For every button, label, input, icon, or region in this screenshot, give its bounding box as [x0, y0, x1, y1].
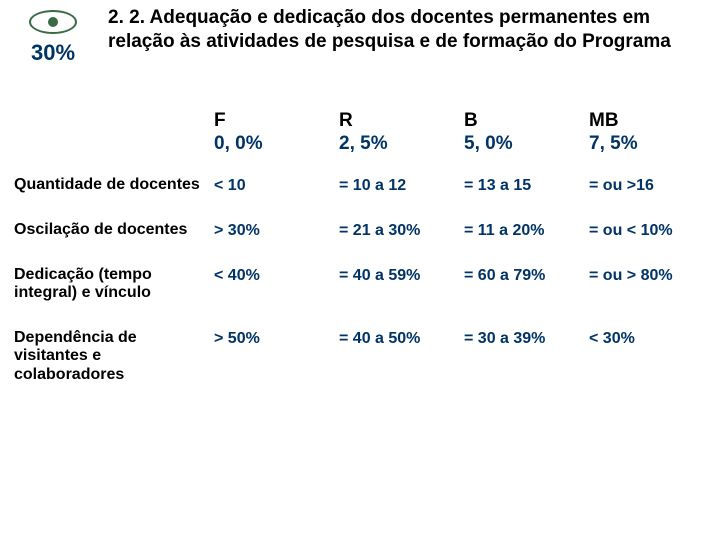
grade-weight: 2, 5%	[339, 133, 388, 154]
grade-weight: 0, 0%	[214, 133, 263, 154]
cell: < 10	[214, 176, 339, 195]
grade-letter: F	[214, 110, 226, 131]
weight-badge: 30%	[8, 10, 98, 66]
table-row: Oscilação de docentes > 30% = 21 a 30% =…	[14, 221, 714, 240]
eye-icon	[29, 10, 77, 34]
grade-weight: 5, 0%	[464, 133, 513, 154]
cell: < 30%	[589, 329, 714, 348]
table-row: Quantidade de docentes < 10 = 10 a 12 = …	[14, 176, 714, 195]
cell: = 13 a 15	[464, 176, 589, 195]
col-header: B 5, 0%	[464, 110, 589, 156]
header-spacer	[14, 110, 214, 111]
row-label: Dependência de visitantes e colaboradore…	[14, 329, 214, 384]
grade-letter: R	[339, 110, 353, 131]
section-title: 2. 2. Adequação e dedicação dos docentes…	[108, 6, 708, 54]
grade-weight: 7, 5%	[589, 133, 638, 154]
cell: = ou >16	[589, 176, 714, 195]
cell: = 30 a 39%	[464, 329, 589, 348]
cell: = 40 a 50%	[339, 329, 464, 348]
row-label: Oscilação de docentes	[14, 221, 214, 239]
cell: = 10 a 12	[339, 176, 464, 195]
cell: > 30%	[214, 221, 339, 240]
row-label: Dedicação (tempo integral) e vínculo	[14, 266, 214, 303]
table-row: Dependência de visitantes e colaboradore…	[14, 329, 714, 384]
cell: = 21 a 30%	[339, 221, 464, 240]
col-header: F 0, 0%	[214, 110, 339, 156]
grade-letter: B	[464, 110, 478, 131]
cell: = 11 a 20%	[464, 221, 589, 240]
cell: > 50%	[214, 329, 339, 348]
criteria-table: F 0, 0% R 2, 5% B 5, 0% MB 7, 5% Quantid…	[14, 110, 714, 384]
cell: = ou < 10%	[589, 221, 714, 240]
cell: = ou > 80%	[589, 266, 714, 285]
table-row: Dedicação (tempo integral) e vínculo < 4…	[14, 266, 714, 303]
row-label: Quantidade de docentes	[14, 176, 214, 194]
table-header-row: F 0, 0% R 2, 5% B 5, 0% MB 7, 5%	[14, 110, 714, 156]
cell: = 40 a 59%	[339, 266, 464, 285]
cell: = 60 a 79%	[464, 266, 589, 285]
cell: < 40%	[214, 266, 339, 285]
grade-letter: MB	[589, 110, 619, 131]
col-header: MB 7, 5%	[589, 110, 714, 156]
weight-percent: 30%	[8, 40, 98, 66]
col-header: R 2, 5%	[339, 110, 464, 156]
